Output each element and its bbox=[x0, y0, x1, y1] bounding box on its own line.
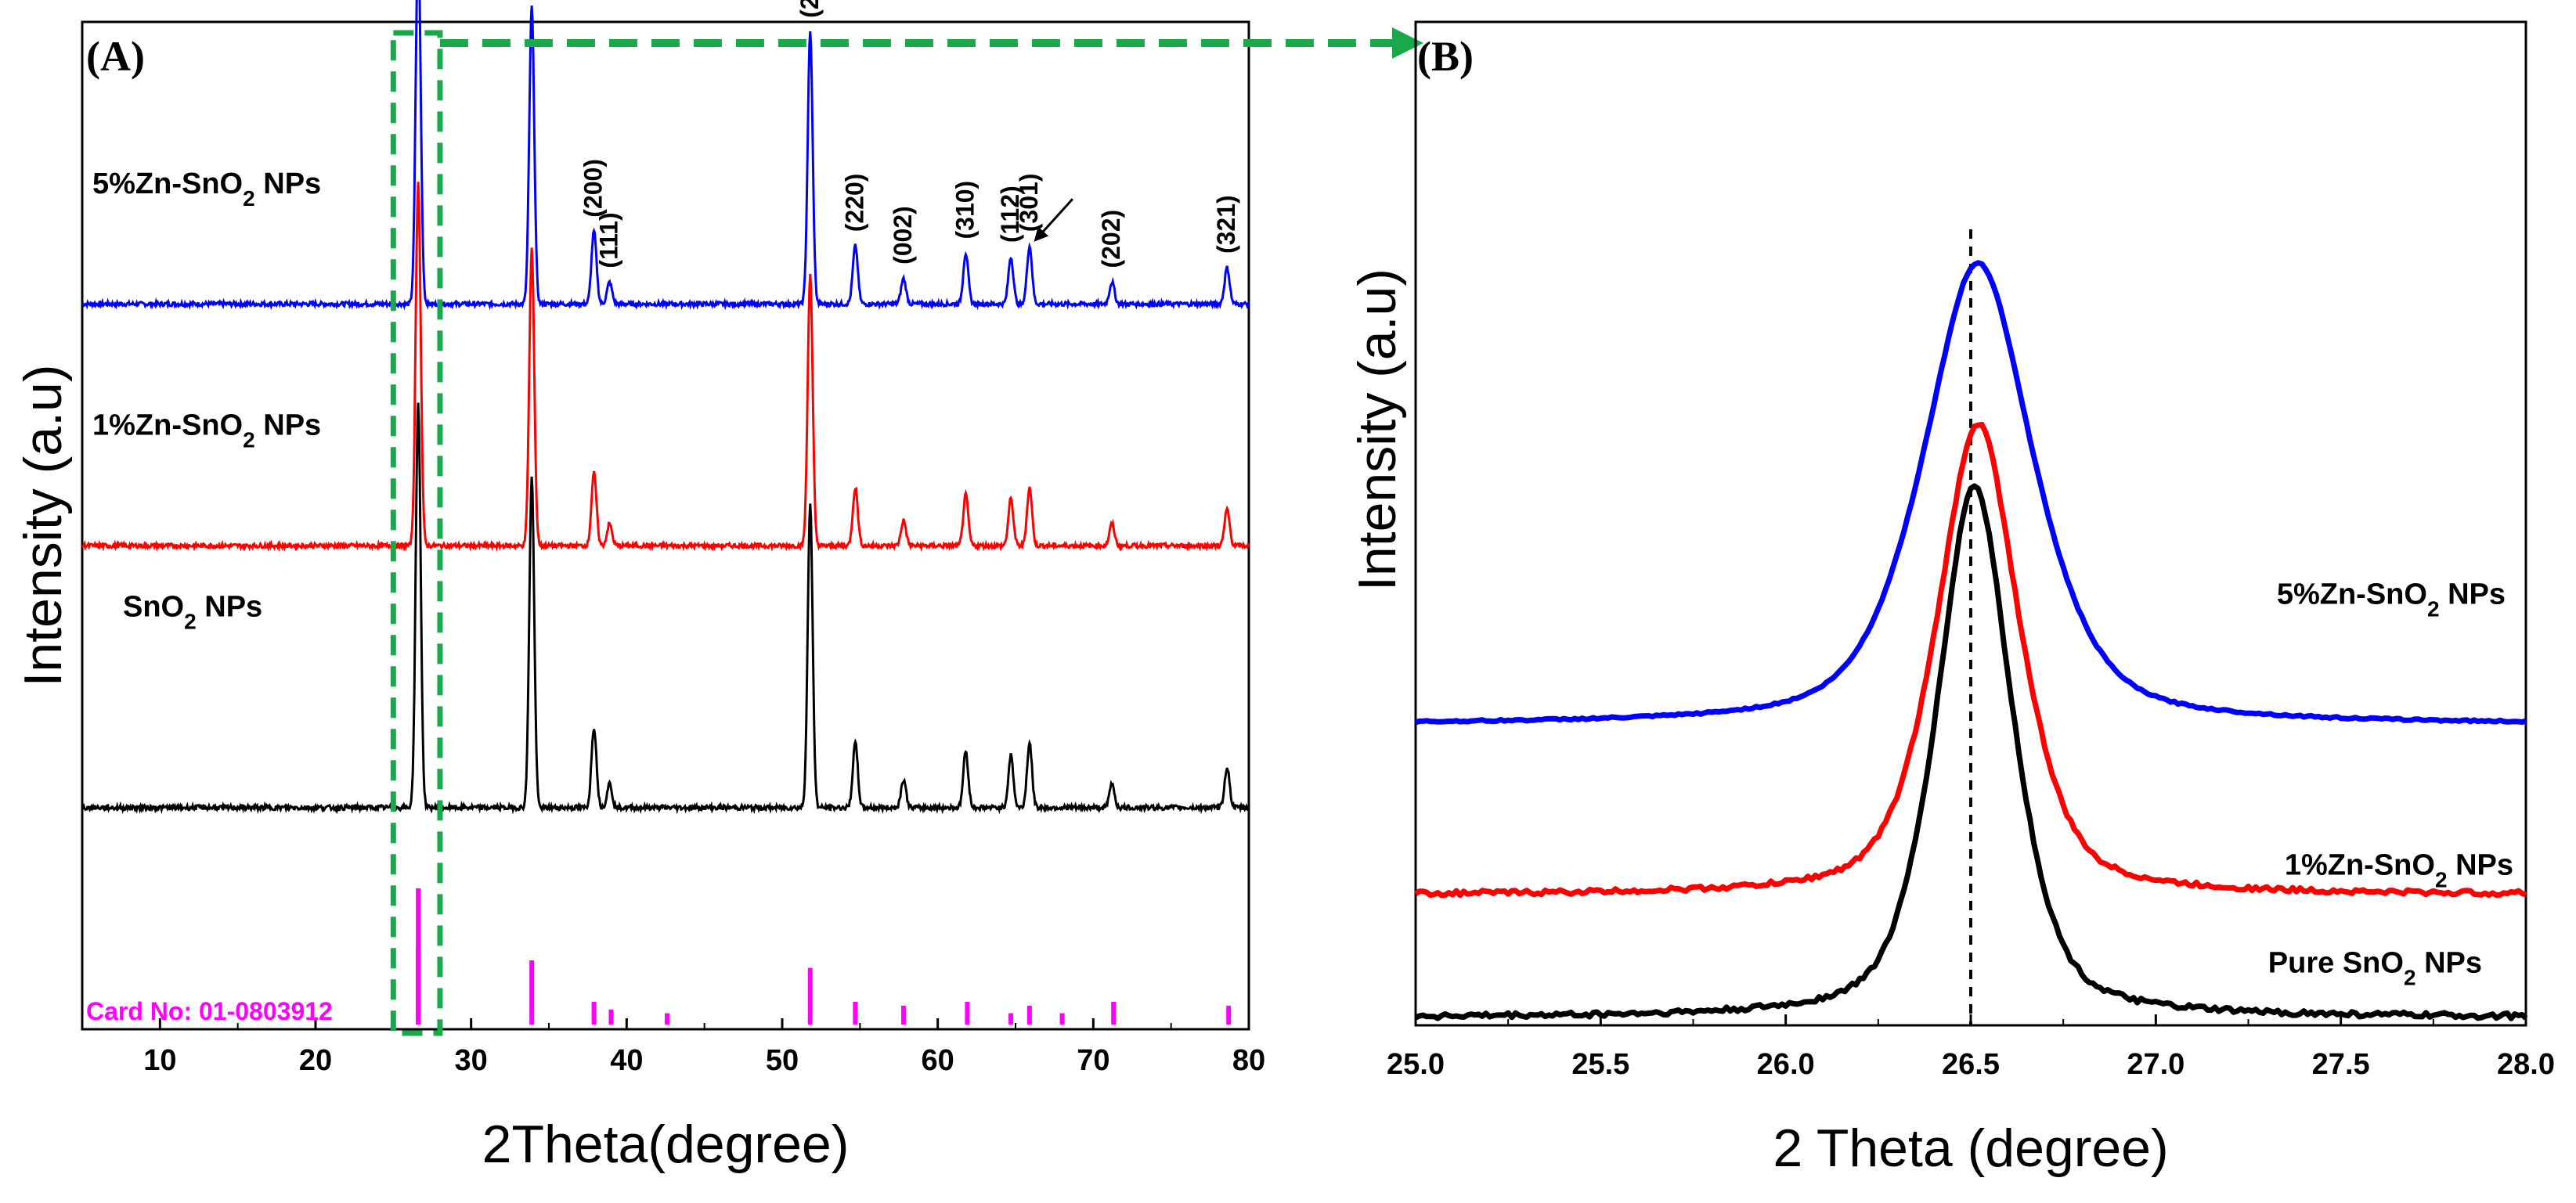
x-tick-label: 26.0 bbox=[1757, 1048, 1815, 1081]
panel-a-x-ticks: 10 20 30 40 50 60 70 80 bbox=[81, 1018, 1265, 1077]
series-label: SnO2 NPs bbox=[123, 590, 262, 633]
x-tick-label: 30 bbox=[455, 1044, 488, 1077]
panel-b-x-ticks: 25.0 25.5 26.0 26.5 27.0 27.5 28.0 bbox=[1387, 1014, 2555, 1081]
panel-a-hkl-labels: (110)(101)(200)(111)(211)(220)(002)(310)… bbox=[579, 0, 1241, 268]
hkl-label: (211) bbox=[796, 0, 824, 18]
series-label: 5%Zn-SnO2 NPs bbox=[2277, 578, 2506, 621]
x-tick-label: 70 bbox=[1077, 1044, 1109, 1077]
panel-b: (B) 25.0 25.5 26.0 26.5 27.0 27.5 28.0 5%Zn-Sn… bbox=[1348, 20, 2555, 1178]
panel-b-x-axis-title: 2 Theta (degree) bbox=[1773, 1118, 2168, 1178]
series-line bbox=[1414, 260, 2527, 726]
x-tick-label: 26.5 bbox=[1942, 1048, 2000, 1081]
hkl-label: (200) bbox=[579, 159, 608, 218]
x-tick-label: 80 bbox=[1232, 1044, 1265, 1077]
hkl-label: (111) bbox=[594, 212, 622, 268]
x-tick-label: 20 bbox=[299, 1044, 332, 1077]
panel-b-y-axis-title: Intensity (a.u) bbox=[1348, 268, 1407, 591]
hkl-label: (220) bbox=[840, 174, 868, 232]
x-tick-label: 25.5 bbox=[1571, 1048, 1629, 1081]
series-label: Pure SnO2 NPs bbox=[2268, 946, 2482, 989]
series-line bbox=[1413, 421, 2527, 899]
panel-a-series bbox=[81, 0, 1250, 815]
series-line bbox=[81, 182, 1250, 553]
series-line bbox=[1414, 483, 2528, 1021]
hkl-label: (202) bbox=[1097, 210, 1125, 268]
panel-a-reference-card bbox=[416, 888, 1232, 1025]
series-label: 1%Zn-SnO2 NPs bbox=[92, 409, 321, 452]
x-tick-label: 27.0 bbox=[2127, 1048, 2185, 1081]
x-tick-label: 25.0 bbox=[1387, 1048, 1445, 1081]
x-tick-label: 40 bbox=[610, 1044, 643, 1077]
panel-b-series bbox=[1413, 260, 2528, 1021]
x-tick-label: 60 bbox=[922, 1044, 954, 1077]
series-line bbox=[81, 0, 1250, 311]
panel-a-label: (A) bbox=[86, 33, 145, 80]
hkl-label: (321) bbox=[1212, 195, 1240, 254]
x-tick-label: 27.5 bbox=[2312, 1048, 2370, 1081]
panel-a-series-labels: 5%Zn-SnO2 NPs 1%Zn-SnO2 NPs SnO2 NPs bbox=[92, 167, 321, 633]
x-tick-label: 10 bbox=[143, 1044, 176, 1077]
x-tick-label: 28.0 bbox=[2497, 1048, 2555, 1081]
series-label: 1%Zn-SnO2 NPs bbox=[2285, 849, 2513, 892]
hkl-label: (310) bbox=[951, 181, 979, 240]
series-line bbox=[81, 402, 1250, 815]
panel-a-frame bbox=[81, 20, 1250, 1031]
panel-a-x-axis-title: 2Theta(degree) bbox=[482, 1115, 850, 1174]
panel-a-y-axis-title: Intensity (a.u) bbox=[13, 365, 73, 687]
x-tick-label: 50 bbox=[766, 1044, 799, 1077]
hkl-label: (301) bbox=[1015, 174, 1043, 232]
zoom-region-box bbox=[390, 30, 443, 1036]
hkl-arrow bbox=[1034, 198, 1073, 242]
hkl-label: (112) bbox=[996, 185, 1024, 243]
panel-b-label: (B) bbox=[1417, 33, 1474, 80]
hkl-label: (002) bbox=[889, 206, 917, 265]
series-label: 5%Zn-SnO2 NPs bbox=[92, 167, 321, 210]
reference-card-label: Card No: 01-0803912 bbox=[86, 997, 333, 1025]
panel-b-series-labels: 5%Zn-SnO2 NPs 1%Zn-SnO2 NPs Pure SnO2 NPs bbox=[2268, 578, 2513, 989]
